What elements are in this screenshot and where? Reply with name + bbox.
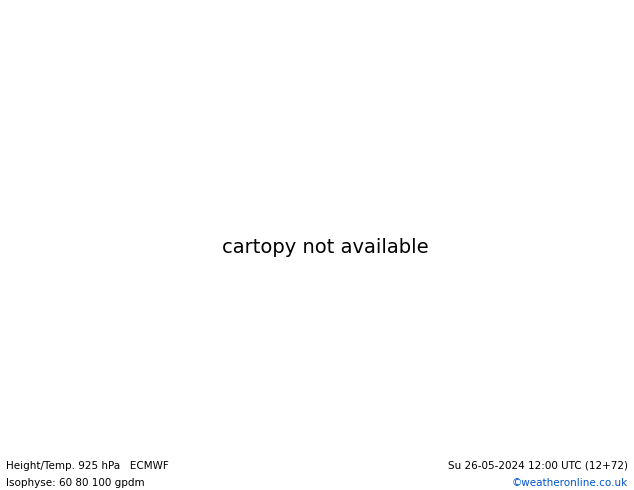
Text: ©weatheronline.co.uk: ©weatheronline.co.uk xyxy=(512,478,628,488)
Text: Su 26-05-2024 12:00 UTC (12+72): Su 26-05-2024 12:00 UTC (12+72) xyxy=(448,461,628,470)
Text: cartopy not available: cartopy not available xyxy=(222,238,428,257)
Text: Isophyse: 60 80 100 gpdm: Isophyse: 60 80 100 gpdm xyxy=(6,478,145,488)
Text: Height/Temp. 925 hPa   ECMWF: Height/Temp. 925 hPa ECMWF xyxy=(6,461,169,470)
